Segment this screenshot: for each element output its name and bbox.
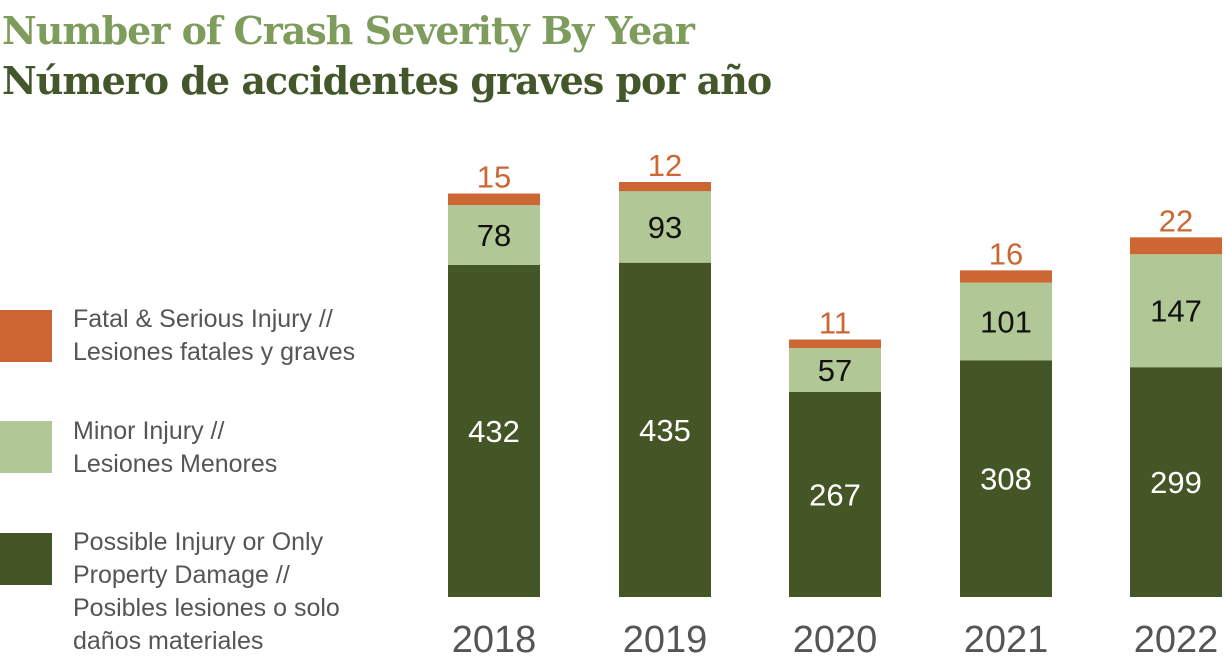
data-label-2019-possible-injury-or-only-property-damage: 435 <box>639 413 691 448</box>
bar-segment-2019-possible-injury-or-only-property-damage <box>619 262 711 597</box>
legend-swatch-fatal-serious <box>0 310 52 362</box>
data-label-2020-fatal-serious-injury: 11 <box>819 306 851 341</box>
x-tick-label-2022: 2022 <box>1134 619 1219 661</box>
chart-title-english: Number of Crash Severity By Year <box>2 8 695 53</box>
bar-segment-2019-minor-injury <box>619 191 711 263</box>
legend-label: Lesiones Menores <box>73 450 278 478</box>
bar-segment-2020-fatal-serious-injury <box>789 339 881 348</box>
bar-segment-2019-fatal-serious-injury <box>619 182 711 192</box>
bar-segment-2021-possible-injury-or-only-property-damage <box>960 360 1052 597</box>
bar-segment-2018-fatal-serious-injury <box>448 193 540 206</box>
legend-swatch-minor-injury <box>0 421 52 473</box>
bar-segment-2022-minor-injury <box>1130 254 1222 368</box>
legend-label: Posibles lesiones o solo <box>73 594 340 622</box>
data-label-2018-minor-injury: 78 <box>477 218 511 253</box>
data-label-2021-possible-injury-or-only-property-damage: 308 <box>980 462 1032 497</box>
data-label-2019-minor-injury: 93 <box>648 210 682 245</box>
data-label-2022-possible-injury-or-only-property-damage: 299 <box>1150 465 1202 500</box>
legend-label: Property Damage // <box>73 561 290 589</box>
bar-segment-2022-fatal-serious-injury <box>1130 237 1222 255</box>
bar-segment-2022-possible-injury-or-only-property-damage <box>1130 367 1222 597</box>
data-label-2019-fatal-serious-injury: 12 <box>648 148 682 183</box>
bar-segment-2020-minor-injury <box>789 348 881 392</box>
data-label-2020-minor-injury: 57 <box>818 353 852 388</box>
bar-segment-2020-possible-injury-or-only-property-damage <box>789 391 881 597</box>
data-label-2020-possible-injury-or-only-property-damage: 267 <box>809 477 861 512</box>
data-label-2018-possible-injury-or-only-property-damage: 432 <box>468 414 520 449</box>
data-label-2022-minor-injury: 147 <box>1150 294 1202 329</box>
x-tick-label-2020: 2020 <box>793 619 878 661</box>
data-label-2018-fatal-serious-injury: 15 <box>477 160 511 195</box>
legend-label: Fatal & Serious Injury // <box>73 305 333 333</box>
legend-label: Possible Injury or Only <box>73 528 324 556</box>
x-tick-label-2021: 2021 <box>964 619 1049 661</box>
x-tick-label-2018: 2018 <box>452 619 537 661</box>
data-label-2021-minor-injury: 101 <box>980 304 1032 339</box>
bar-segment-2018-possible-injury-or-only-property-damage <box>448 265 540 597</box>
data-label-2021-fatal-serious-injury: 16 <box>989 236 1023 271</box>
bar-segment-2021-fatal-serious-injury <box>960 270 1052 283</box>
bar-segment-2021-minor-injury <box>960 282 1052 361</box>
legend-label: daños materiales <box>73 627 264 655</box>
x-tick-label-2019: 2019 <box>623 619 708 661</box>
legend-label: Minor Injury // <box>73 417 225 445</box>
chart-title-spanish: Número de accidentes graves por año <box>2 58 772 103</box>
bar-segment-2018-minor-injury <box>448 205 540 265</box>
legend-label: Lesiones fatales y graves <box>73 338 356 366</box>
legend-swatch-possible-injury <box>0 533 52 585</box>
data-label-2022-fatal-serious-injury: 22 <box>1159 203 1193 238</box>
